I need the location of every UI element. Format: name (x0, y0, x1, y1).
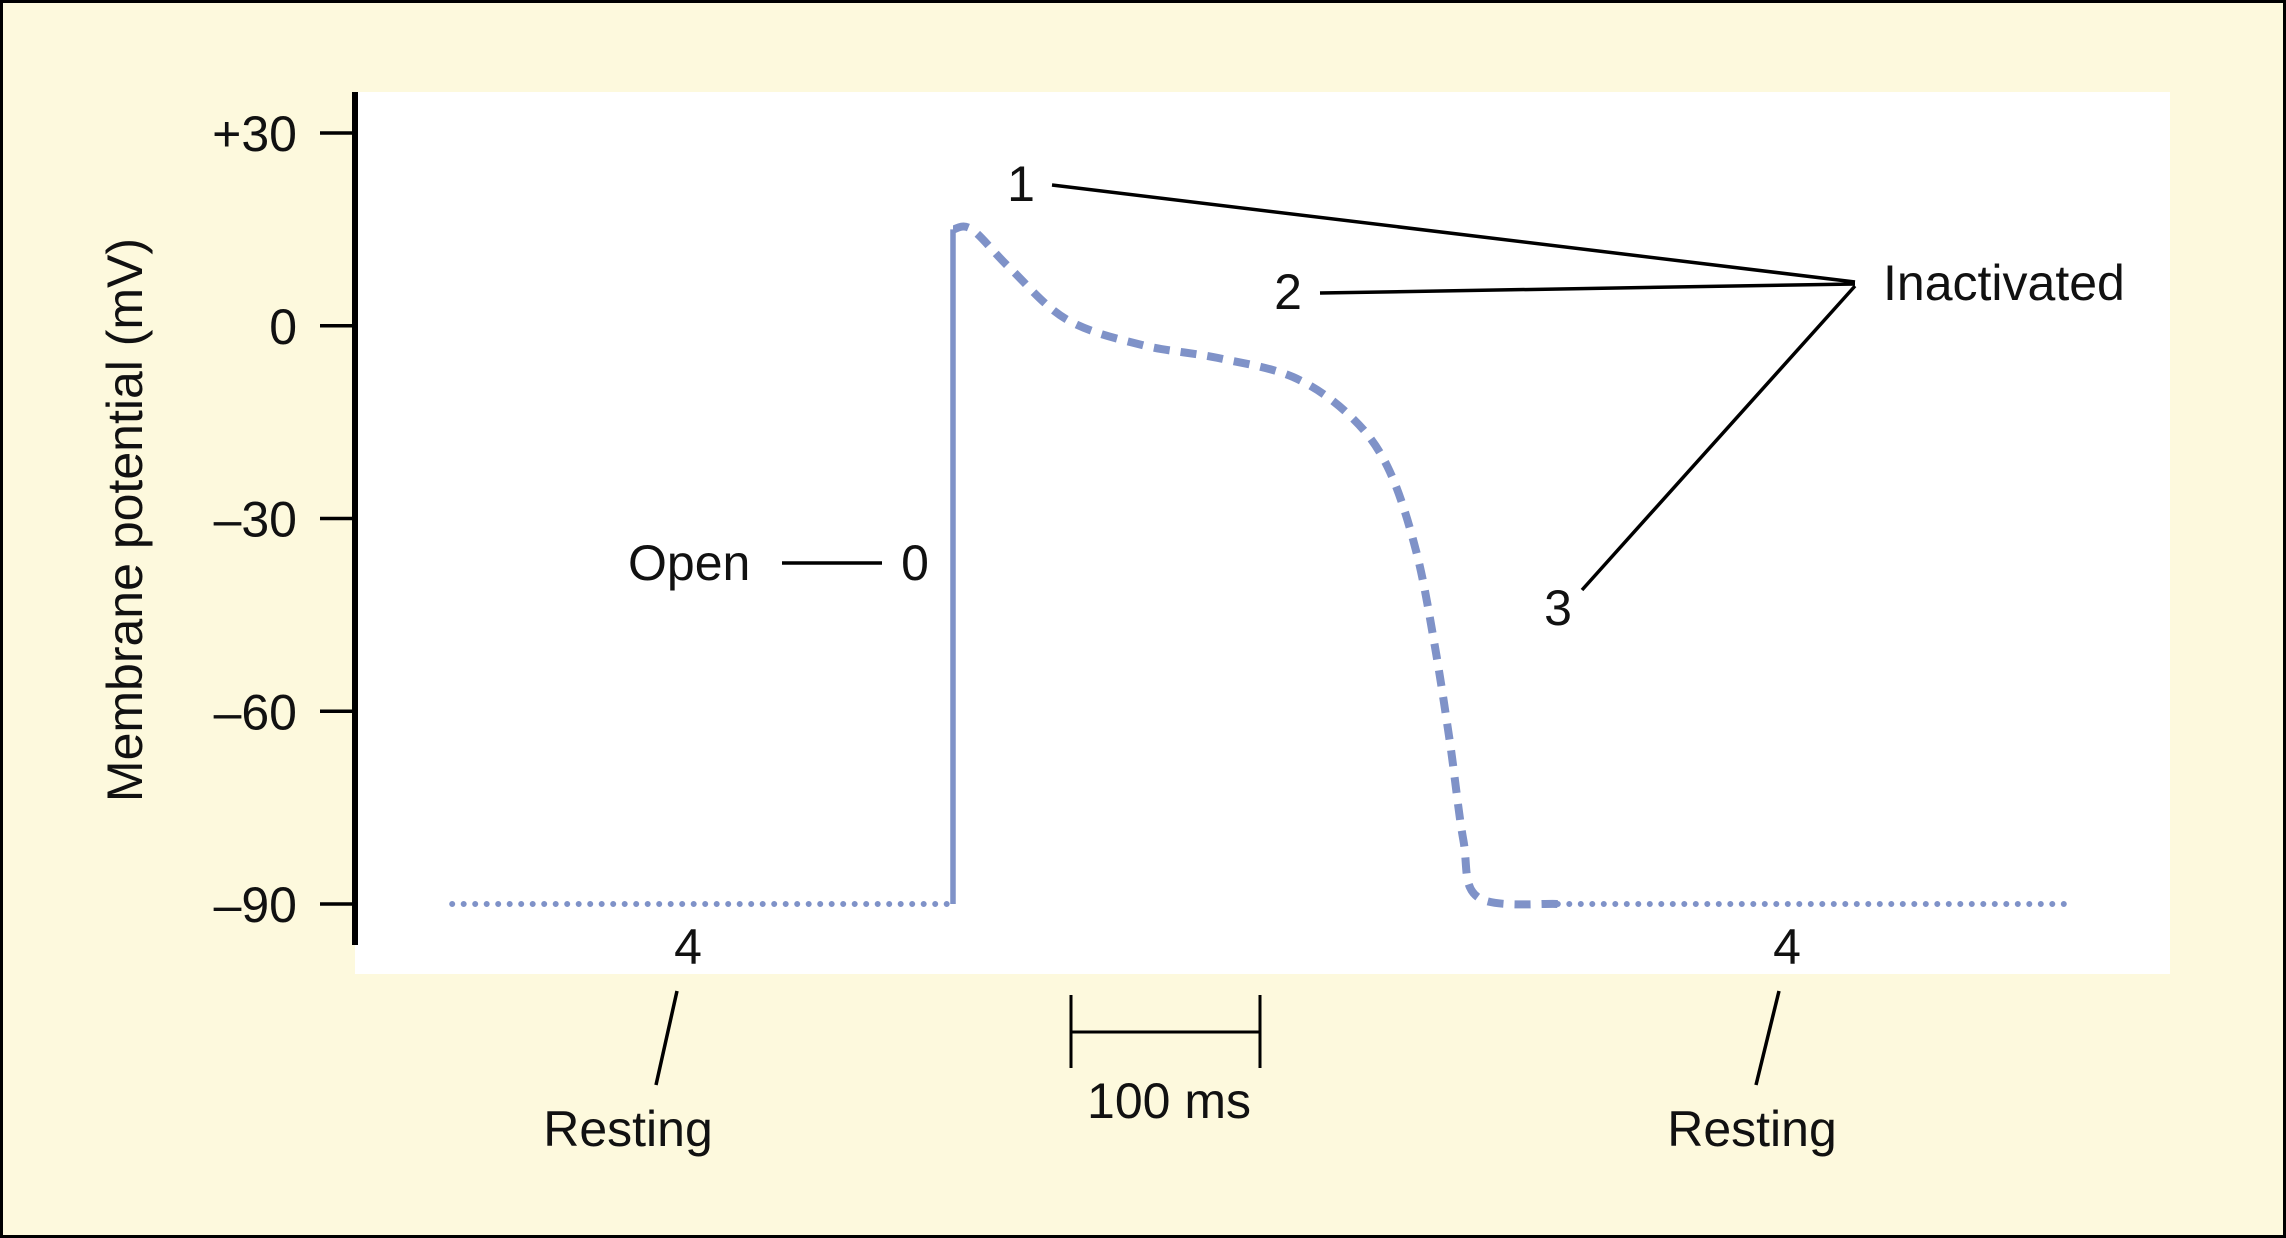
phase-4-left-label: 4 (674, 919, 702, 975)
y-tick-label: 0 (269, 299, 297, 355)
phase-0-label: 0 (901, 535, 929, 591)
open-label: Open (628, 535, 750, 591)
phase-1-label: 1 (1007, 156, 1035, 212)
resting-right-leader (1754, 990, 1781, 1086)
y-tick-label: –90 (214, 877, 297, 933)
resting-right-label: Resting (1667, 1101, 1837, 1157)
phase-2-leader (1319, 282, 1856, 295)
phase-4-right-label: 4 (1773, 919, 1801, 975)
inactivated-phase-1-3-segment (952, 222, 1559, 909)
y-axis-ticks: +30 0 –30 –60 –90 (212, 106, 355, 933)
scale-bar-label: 100 ms (1087, 1073, 1251, 1129)
y-tick-label: –30 (214, 492, 297, 548)
phase-1-leader (1051, 183, 1856, 284)
phase-2-label: 2 (1274, 264, 1302, 320)
time-scale-bar: 100 ms (1069, 995, 1262, 1129)
resting-left-leader (654, 990, 679, 1086)
resting-left-label: Resting (543, 1101, 713, 1157)
y-tick-label: –60 (214, 684, 297, 740)
inactivated-label: Inactivated (1883, 255, 2125, 311)
action-potential-trace (449, 222, 2072, 909)
plot-area (355, 92, 2170, 974)
phase-3-leader (1580, 284, 1857, 592)
phase-3-label: 3 (1544, 580, 1572, 636)
y-tick-label: +30 (212, 106, 297, 162)
y-axis-title: Membrane potential (mV) (97, 238, 153, 802)
